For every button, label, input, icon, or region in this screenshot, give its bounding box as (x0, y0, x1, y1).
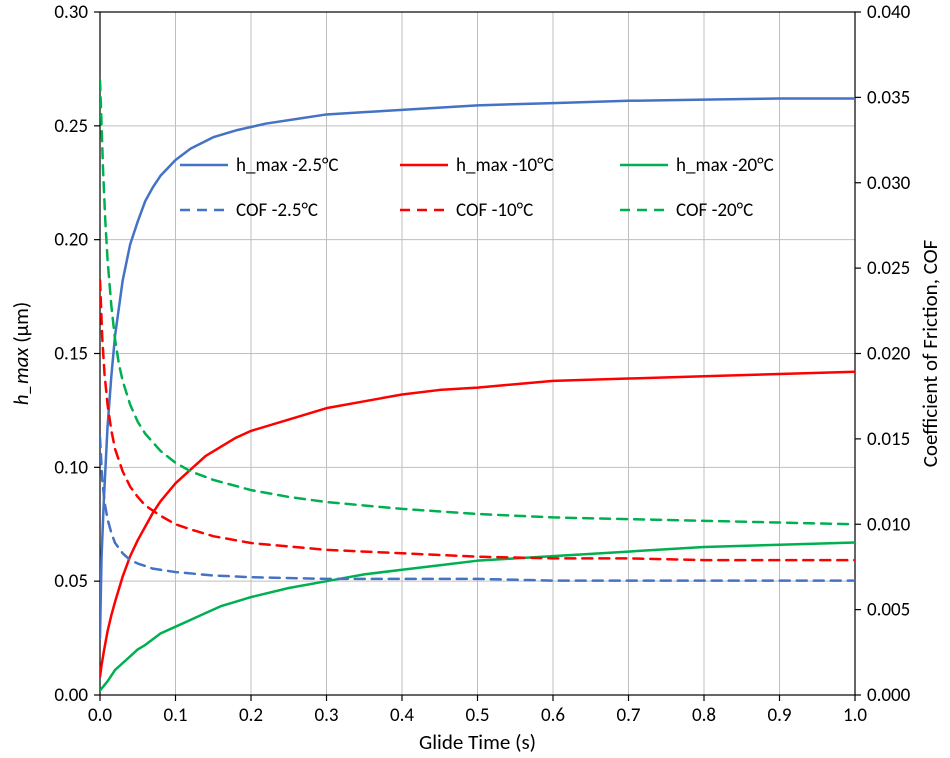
legend-label: h_max -2.5°C (236, 154, 339, 177)
y-left-tick-label: 0.10 (54, 456, 88, 479)
x-tick-label: 0.8 (692, 704, 716, 727)
chart-container: 0.0 0.1 0.2 0.3 0.4 0.5 0.6 0.7 0.8 0.9 1.0 Glide T… (0, 0, 950, 758)
y-left-tick-label: 0.20 (54, 229, 88, 252)
y-right-tick-label: 0.005 (867, 599, 910, 622)
y-left-axis-label: h_max (μm) (8, 302, 34, 406)
x-tick-label: 0.9 (767, 704, 791, 727)
x-tick-label: 0.5 (465, 704, 489, 727)
y-left-tick-label: 0.15 (54, 343, 88, 366)
x-tick-label: 0.2 (239, 704, 263, 727)
legend-label: COF -10°C (456, 199, 533, 222)
y-left-tick-label: 0.05 (54, 570, 88, 593)
x-tick-label: 0.1 (163, 704, 187, 727)
y-right-tick-label: 0.035 (867, 86, 910, 109)
x-tick-label: 0.4 (390, 704, 414, 727)
legend-label: COF -20°C (676, 199, 753, 222)
y-right-tick-label: 0.040 (867, 1, 911, 24)
legend-label: h_max -20°C (676, 154, 774, 177)
y-right-tick-label: 0.010 (867, 513, 911, 536)
line-chart: 0.0 0.1 0.2 0.3 0.4 0.5 0.6 0.7 0.8 0.9 1.0 Glide T… (0, 0, 950, 758)
y-right-tick-label: 0.020 (867, 343, 911, 366)
x-tick-label: 1.0 (843, 704, 867, 727)
y-right-axis-label: Coefficient of Friction, COF (917, 239, 943, 467)
legend-label: COF -2.5°C (236, 199, 318, 222)
y-left-tick-label: 0.25 (54, 115, 88, 138)
x-tick-label: 0.3 (314, 704, 338, 727)
x-tick-label: 0.6 (541, 704, 565, 727)
y-right-tick-label: 0.000 (867, 684, 911, 707)
y-left-tick-label: 0.00 (54, 684, 88, 707)
x-tick-label: 0.0 (88, 704, 112, 727)
x-axis-label: Glide Time (s) (419, 729, 536, 755)
y-right-tick-label: 0.025 (867, 257, 910, 280)
y-left-tick-label: 0.30 (54, 1, 88, 24)
legend-label: h_max -10°C (456, 154, 554, 177)
y-right-tick-label: 0.030 (867, 172, 911, 195)
x-tick-label: 0.7 (616, 704, 640, 727)
y-right-tick-label: 0.015 (867, 428, 910, 451)
